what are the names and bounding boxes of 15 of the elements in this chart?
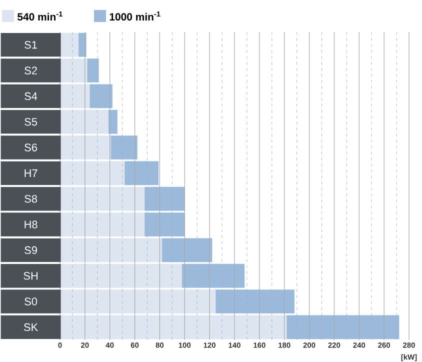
y-tick-label: S4 <box>24 92 38 100</box>
y-tick-label: S8 <box>24 194 38 203</box>
y-tick-label: SK <box>24 323 38 332</box>
y-tick-label: H8 <box>24 220 38 228</box>
y-tick-label: S2 <box>24 66 37 74</box>
legend-label: 1000 min$^{-1}$ <box>110 11 160 21</box>
y-tick-label: S9 <box>24 246 37 254</box>
y-tick-label: S5 <box>24 118 38 126</box>
bar <box>78 32 86 57</box>
legend-label: 540 min$^{-1}$ <box>18 11 62 21</box>
y-tick-label: H7 <box>24 169 38 177</box>
y-tick-label: S1 <box>24 40 37 49</box>
y-tick-label: SH <box>24 272 38 280</box>
y-tick-label: S6 <box>24 144 38 152</box>
y-tick-label: S0 <box>24 298 38 306</box>
